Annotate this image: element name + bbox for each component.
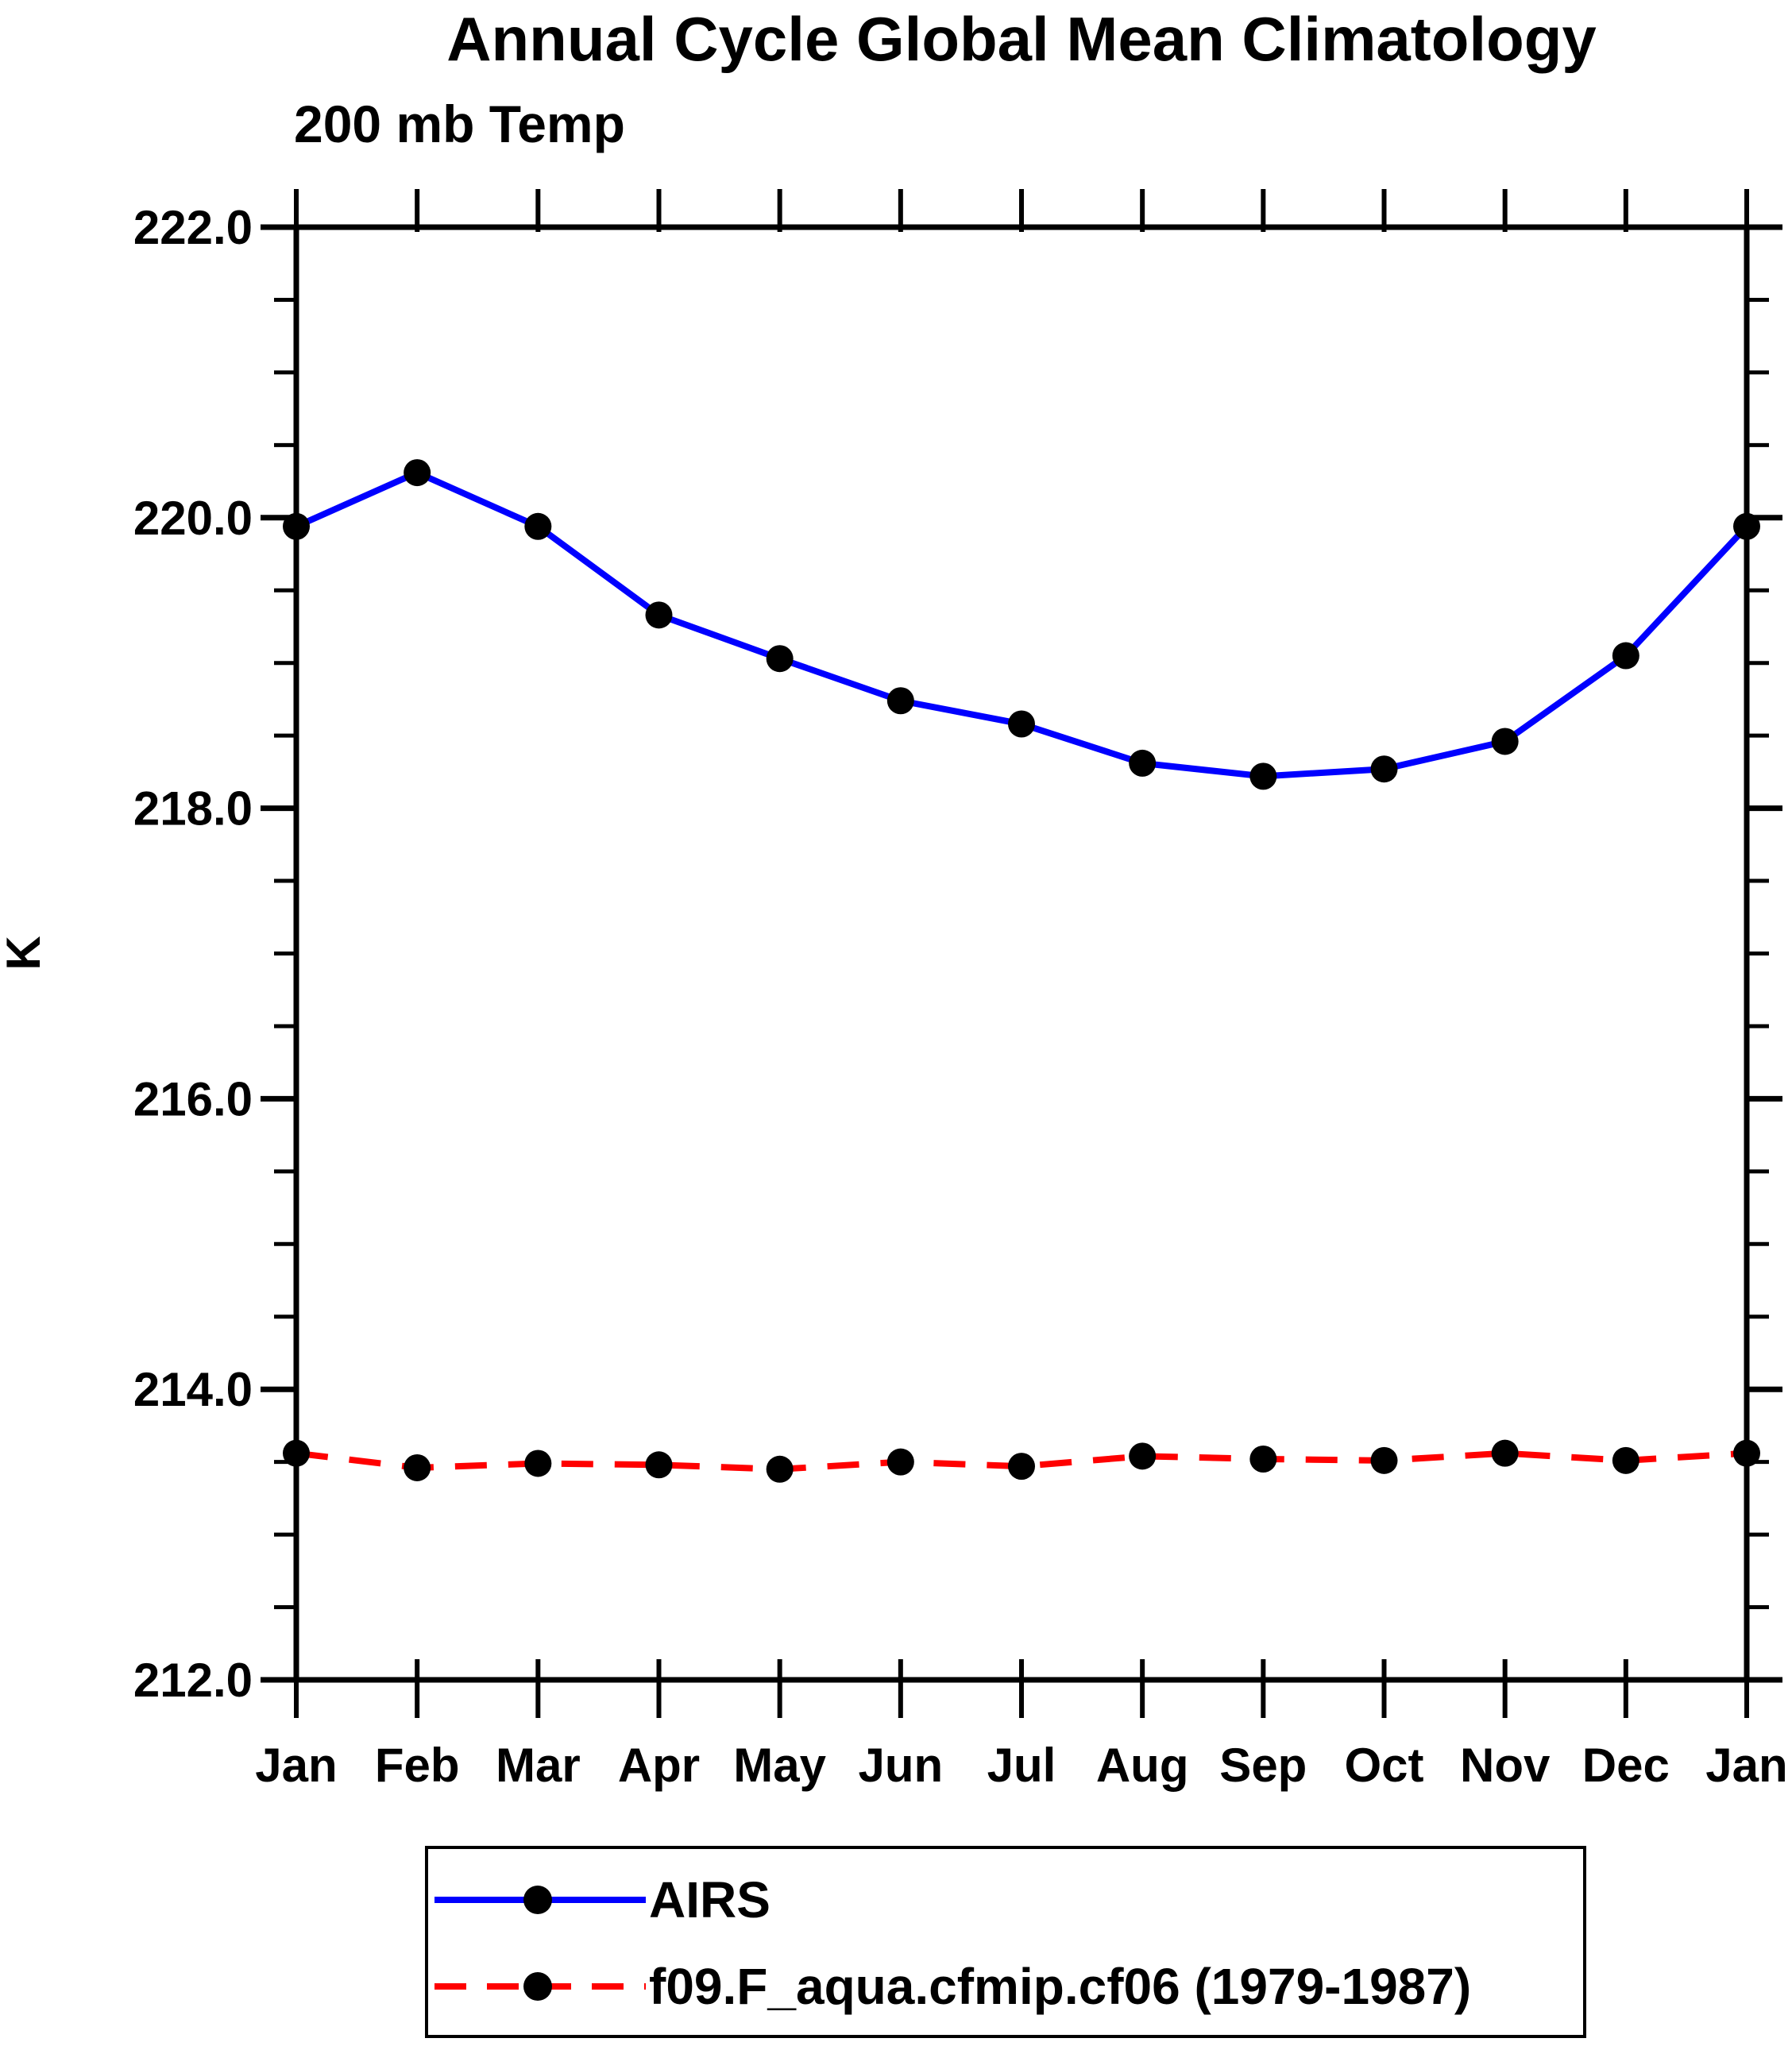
x-axis-tick-label: Mar [496, 1739, 581, 1792]
series-1-marker [404, 1453, 431, 1481]
y-axis-tick-label: 212.0 [133, 1654, 253, 1707]
series-1-marker [645, 1451, 673, 1479]
series-0-marker [1612, 642, 1639, 670]
series-1-marker [766, 1455, 794, 1483]
model-marker-dot [523, 1972, 552, 2001]
legend-swatch-airs [434, 1882, 649, 1917]
series-0-marker [524, 512, 552, 540]
y-axis-tick-label: 214.0 [133, 1363, 253, 1416]
series-1-marker [283, 1439, 310, 1467]
x-axis-tick-label: Apr [618, 1739, 700, 1792]
y-axis-tick-label: 220.0 [133, 492, 253, 545]
series-0-marker [766, 645, 794, 673]
x-axis-tick-label: May [733, 1739, 826, 1792]
x-axis-tick-label: Sep [1219, 1739, 1307, 1792]
series-0-marker [1370, 755, 1398, 783]
series-0-marker [1008, 710, 1035, 738]
x-axis-tick-label: Jun [858, 1739, 943, 1792]
series-1-marker [1491, 1439, 1519, 1467]
legend-item-airs: AIRS [434, 1871, 770, 1928]
series-0-marker [404, 459, 431, 487]
series-0-marker [1733, 512, 1760, 540]
legend-label-model: f09.F_aqua.cfmip.cf06 (1979-1987) [649, 1958, 1472, 2015]
series-0-marker [1249, 762, 1277, 790]
series-0-marker [1491, 728, 1519, 755]
series-1-marker [1733, 1439, 1760, 1467]
series-0-marker [283, 512, 310, 540]
chart-title: Annual Cycle Global Mean Climatology [446, 4, 1597, 74]
x-axis-tick-label: Feb [375, 1739, 460, 1792]
series-1-marker [1129, 1442, 1157, 1470]
legend-swatch-model [434, 1969, 649, 2004]
x-axis-tick-label: Jul [987, 1739, 1056, 1792]
x-axis-tick-label: Jan [255, 1739, 337, 1792]
x-axis-tick-label: Dec [1582, 1739, 1670, 1792]
series-0-marker [645, 601, 673, 629]
axis-frame [293, 224, 1750, 1683]
series-1-marker [886, 1448, 914, 1476]
series-1-marker [1008, 1453, 1035, 1480]
x-axis-tick-label: Oct [1344, 1739, 1423, 1792]
legend-label-airs: AIRS [649, 1871, 770, 1928]
y-axis-tick-label: 222.0 [133, 201, 253, 254]
legend-box: AIRS f09.F_aqua.cfmip.cf06 (1979-1987) [425, 1846, 1586, 2038]
y-axis-tick-label: 218.0 [133, 782, 253, 836]
legend-item-model: f09.F_aqua.cfmip.cf06 (1979-1987) [434, 1958, 1472, 2015]
chart-subtitle: 200 mb Temp [294, 95, 625, 153]
airs-marker-dot [523, 1886, 552, 1914]
y-axis-tick-label: 216.0 [133, 1072, 253, 1125]
x-axis-tick-label: Aug [1096, 1739, 1189, 1792]
x-axis-tick-label: Nov [1460, 1739, 1551, 1792]
x-axis-tick-label: Jan [1705, 1739, 1787, 1792]
series-1-marker [1370, 1446, 1398, 1474]
series-1-marker [524, 1450, 552, 1477]
series-1-marker [1249, 1445, 1277, 1473]
series-1-marker [1612, 1446, 1639, 1474]
series-0-marker [886, 687, 914, 715]
series-0-marker [1129, 749, 1157, 777]
